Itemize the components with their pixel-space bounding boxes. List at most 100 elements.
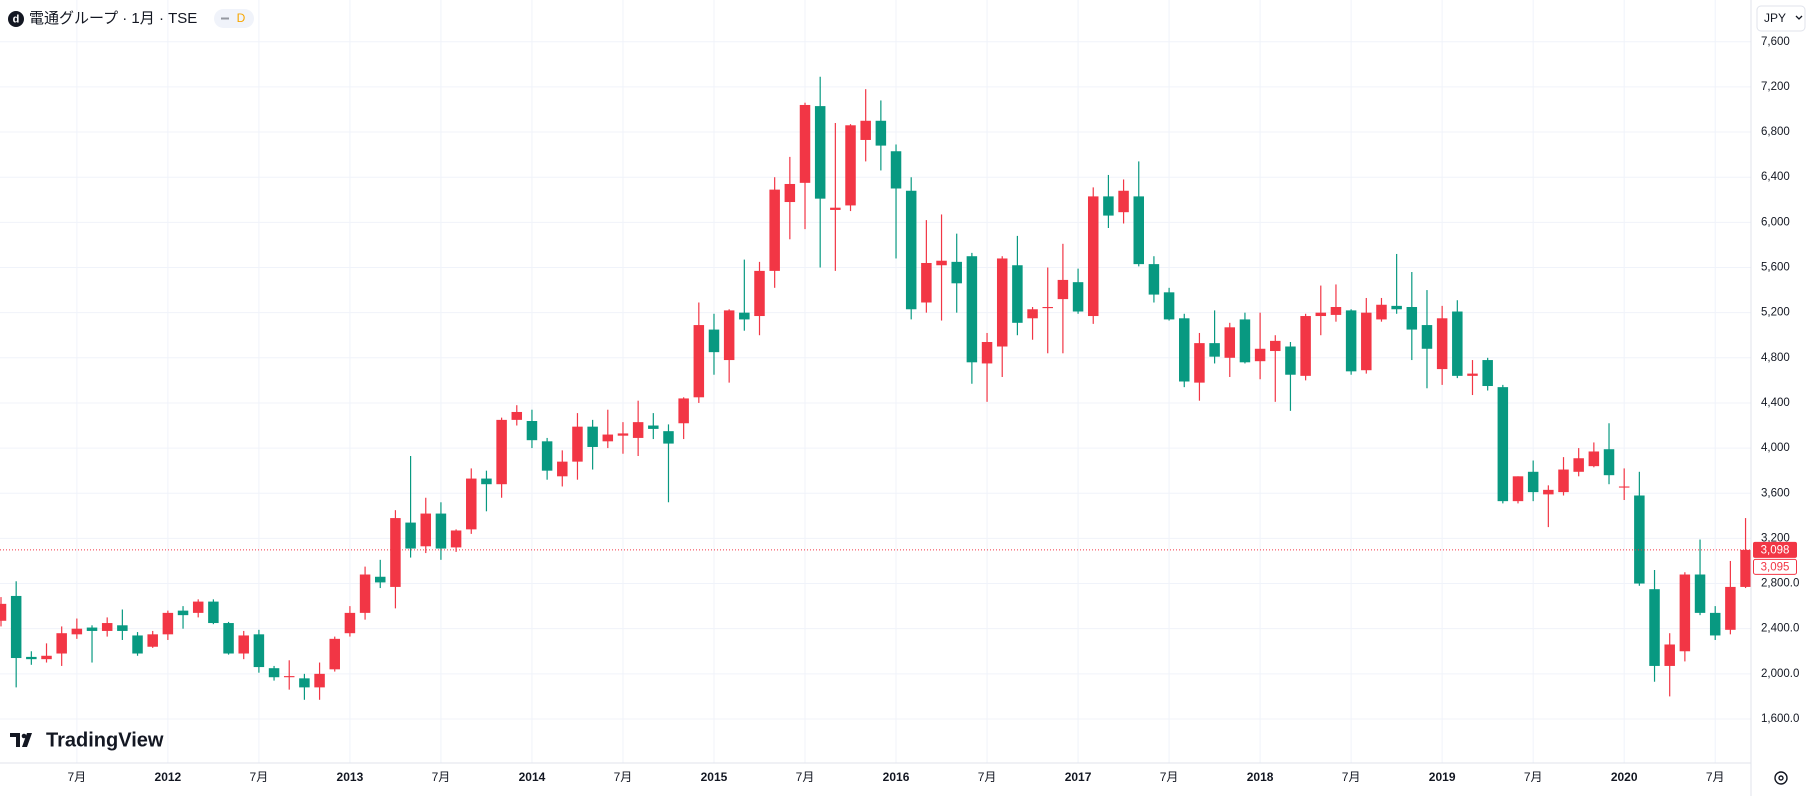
candle-body — [56, 633, 67, 654]
y-tick-label: 7,600 — [1761, 36, 1790, 48]
candle-body — [344, 612, 356, 634]
y-tick-label: 2,800.0 — [1761, 578, 1799, 590]
candle-body — [1057, 279, 1069, 300]
badge — [214, 9, 254, 28]
candle-body — [1709, 612, 1721, 636]
candle-body — [1345, 310, 1357, 372]
candle-body — [784, 183, 796, 203]
candle-body — [1421, 325, 1433, 349]
candle-body — [1133, 196, 1144, 265]
prev-price-box — [1753, 558, 1797, 575]
candle-body — [147, 634, 158, 647]
candle-body — [359, 574, 371, 613]
y-tick-label: 5,600 — [1761, 262, 1790, 274]
candle-body — [71, 628, 83, 635]
candle-body — [875, 120, 887, 146]
y-tick-label: 6,000 — [1761, 216, 1790, 228]
candle-body — [41, 655, 52, 660]
candle-body — [1558, 469, 1569, 493]
candle-body — [1285, 346, 1296, 375]
x-tick-label: 7月 — [614, 770, 633, 784]
candle-body — [86, 627, 98, 631]
candle-body — [1603, 449, 1615, 476]
candle-body — [223, 623, 234, 654]
currency-caret[interactable] — [1795, 15, 1803, 20]
x-tick-label: 2016 — [883, 770, 910, 784]
candle-body — [814, 106, 826, 199]
candle-body — [1148, 264, 1160, 295]
y-tick-label: 4,400 — [1761, 397, 1790, 409]
candle-body — [26, 656, 37, 660]
candle-body — [708, 329, 720, 353]
brand-mark — [10, 733, 32, 747]
y-tick-label: 7,200 — [1761, 81, 1790, 93]
x-tick-label: 7月 — [68, 770, 87, 784]
brand-dot — [21, 733, 27, 739]
candle-body — [951, 261, 962, 284]
candle-body — [1224, 327, 1236, 358]
y-tick-label: 6,400 — [1761, 171, 1790, 183]
candle-body — [890, 151, 902, 189]
candle-body — [466, 478, 477, 530]
candle-body — [1072, 282, 1084, 312]
candle-body — [799, 104, 811, 183]
currency-button[interactable] — [1756, 5, 1806, 32]
candle-body — [177, 610, 189, 616]
candle-body — [1573, 458, 1584, 472]
symbol-logo — [8, 11, 24, 27]
candle-body — [496, 419, 507, 485]
candle-body — [192, 601, 204, 613]
y-tick-label: 3,600 — [1761, 487, 1790, 499]
candle-body — [1527, 471, 1539, 493]
candle-body — [1391, 305, 1402, 310]
candle-body — [1543, 489, 1554, 495]
candle-body — [693, 325, 705, 398]
candle-body — [617, 433, 629, 436]
x-tick-label: 7月 — [978, 770, 997, 784]
candle-body — [162, 612, 174, 635]
candle-body — [769, 189, 780, 271]
candle-body — [1406, 307, 1418, 330]
settings-icon[interactable] — [1774, 771, 1788, 785]
candle-body — [602, 434, 614, 442]
candle-body — [1740, 549, 1751, 587]
candle-body — [1497, 387, 1509, 502]
y-tick-label: 5,200 — [1761, 307, 1790, 319]
candle-body — [1042, 307, 1053, 309]
candle-body — [1103, 196, 1114, 216]
candle-body — [1012, 265, 1023, 323]
header: d 電通グループ · 1月 · TSE D — [8, 9, 254, 28]
candle-body — [1361, 312, 1372, 371]
currency-label[interactable]: JPY — [1764, 11, 1786, 25]
candle-body — [1618, 486, 1630, 488]
x-tick-label: 7月 — [1160, 770, 1179, 784]
symbol-logo-letter: d — [13, 13, 20, 25]
candle-body — [283, 676, 295, 678]
candle-body — [1300, 316, 1311, 376]
y-tick-label: 6,800 — [1761, 126, 1790, 138]
candle-body — [723, 310, 735, 361]
candle-body — [996, 258, 1008, 347]
candle-body — [1679, 574, 1691, 652]
settings-icon-center[interactable] — [1778, 775, 1784, 781]
candle-body — [1467, 373, 1478, 376]
candle-body — [405, 522, 416, 549]
brand-text: TradingView — [46, 729, 164, 751]
settings-button[interactable] — [1774, 771, 1788, 785]
candle-body — [1649, 589, 1660, 666]
candle-body — [1118, 190, 1129, 213]
candle-body — [587, 426, 598, 447]
candle-body — [1239, 319, 1251, 363]
candle-body — [101, 623, 113, 631]
badge-label: D — [237, 11, 246, 25]
candles — [0, 76, 1751, 700]
candle-body — [1315, 312, 1327, 317]
x-tick-label: 7月 — [1342, 770, 1361, 784]
y-tick-label: 4,800 — [1761, 352, 1790, 364]
x-tick-label: 2018 — [1247, 770, 1274, 784]
candle-body — [905, 190, 917, 310]
candle-body — [1270, 340, 1281, 352]
candle-body — [10, 595, 22, 659]
prev-price-label: 3,095 — [1761, 561, 1790, 573]
candle-body — [450, 530, 462, 548]
